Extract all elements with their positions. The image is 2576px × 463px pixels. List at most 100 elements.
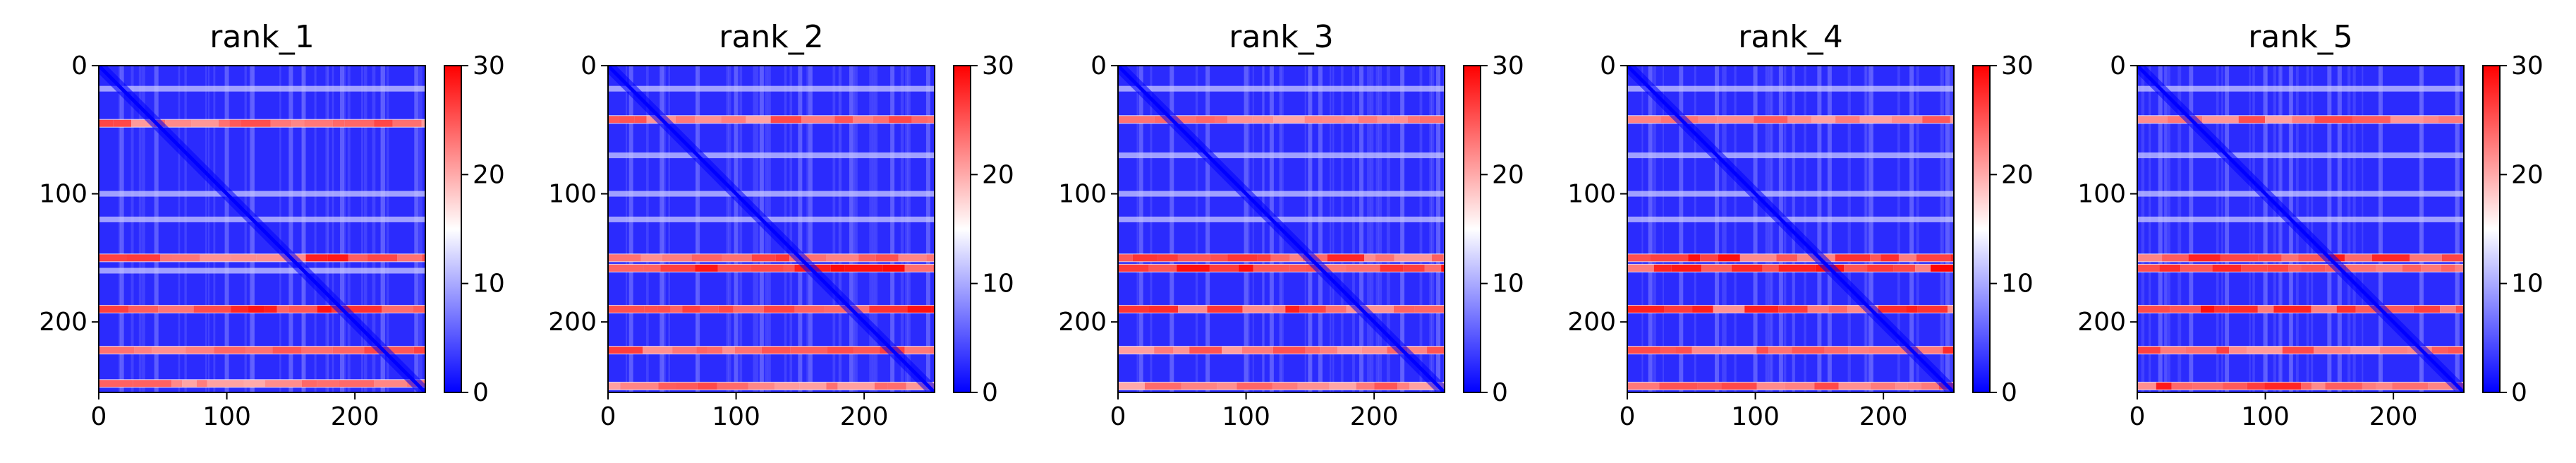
heatmap-column-streak bbox=[726, 66, 729, 392]
heatmap-row-band bbox=[1118, 191, 1445, 197]
heatmap-red-segment bbox=[904, 347, 930, 354]
heatmap-red-segment bbox=[1868, 347, 1907, 354]
heatmap-red-segment bbox=[657, 305, 671, 313]
heatmap-column-streak bbox=[739, 66, 743, 392]
heatmap-column-streak bbox=[1332, 66, 1335, 392]
heatmap-red-segment bbox=[1675, 347, 1692, 354]
colorbar-tick-label: 0 bbox=[473, 378, 489, 407]
heatmap-red-segment bbox=[1848, 347, 1869, 354]
heatmap-red-segment bbox=[1419, 116, 1445, 124]
heatmap-column-streak bbox=[1370, 66, 1374, 392]
colorbar-tick-label: 20 bbox=[473, 160, 505, 189]
heatmap-red-segment bbox=[1950, 116, 1954, 124]
heatmap-red-segment bbox=[1835, 116, 1860, 124]
heatmap-red-segment bbox=[853, 347, 880, 354]
heatmap-column-streak bbox=[1725, 66, 1727, 392]
heatmap-red-segment bbox=[1394, 254, 1433, 262]
heatmap-red-segment bbox=[1329, 382, 1356, 390]
heatmap-red-segment bbox=[2441, 254, 2464, 262]
heatmap-column-band bbox=[2225, 66, 2230, 392]
heatmap-column-streak bbox=[2419, 66, 2423, 392]
heatmap-red-segment bbox=[1691, 347, 1722, 354]
heatmap-red-segment bbox=[1364, 254, 1375, 262]
plot-frame bbox=[98, 65, 426, 393]
heatmap-column-streak bbox=[418, 66, 423, 392]
heatmap-red-segment bbox=[2192, 382, 2223, 390]
heatmap-red-segment bbox=[1217, 382, 1237, 390]
heatmap-column-band bbox=[1435, 66, 1440, 392]
heatmap-column-streak bbox=[205, 66, 207, 392]
heatmap-red-segment bbox=[1375, 254, 1395, 262]
heatmap-red-segment bbox=[1870, 254, 1881, 262]
heatmap-red-segment bbox=[1814, 382, 1839, 390]
heatmap-red-segment bbox=[2441, 264, 2455, 272]
heatmap-row-band bbox=[2137, 152, 2464, 159]
heatmap-column-streak bbox=[1438, 66, 1441, 392]
heatmap-red-segment bbox=[643, 347, 673, 354]
heatmap-red-segment bbox=[1237, 382, 1272, 390]
heatmap-column-streak bbox=[327, 66, 329, 392]
heatmap-column-band bbox=[2378, 66, 2383, 392]
heatmap-column-streak bbox=[2249, 66, 2251, 392]
heatmap-red-segment bbox=[794, 305, 825, 313]
heatmap-red-segment bbox=[1393, 116, 1408, 124]
heatmap-column-band bbox=[2263, 66, 2268, 392]
heatmap-red-segment bbox=[1895, 382, 1908, 390]
heatmap-image bbox=[608, 66, 935, 392]
heatmap-column-streak bbox=[279, 66, 281, 392]
heatmap-column-streak bbox=[1641, 66, 1644, 392]
heatmap-red-segment bbox=[1177, 264, 1210, 272]
heatmap-red-segment bbox=[2220, 254, 2259, 262]
heatmap-red-segment bbox=[1403, 264, 1425, 272]
heatmap-column-streak bbox=[1351, 66, 1355, 392]
heatmap-red-segment bbox=[644, 305, 658, 313]
heatmap-red-segment bbox=[2392, 382, 2429, 390]
heatmap-red-segment bbox=[241, 119, 271, 127]
heatmap-red-segment bbox=[1118, 264, 1149, 272]
heatmap-red-segment bbox=[717, 264, 751, 272]
heatmap-diagonal bbox=[2137, 66, 2464, 392]
heatmap-red-segment bbox=[1824, 347, 1849, 354]
y-tick-label: 0 bbox=[71, 52, 87, 80]
heatmap-red-segment bbox=[1918, 347, 1943, 354]
heatmap-column-streak bbox=[360, 66, 363, 392]
colorbar-tick-label: 20 bbox=[982, 160, 1014, 189]
heatmap-red-segment bbox=[171, 380, 183, 387]
heatmap-row-band bbox=[1627, 216, 1954, 222]
heatmap-red-segment bbox=[1867, 264, 1894, 272]
heatmap-column-streak bbox=[1304, 66, 1306, 392]
heatmap-column-band bbox=[224, 66, 229, 392]
heatmap-column-streak bbox=[1715, 66, 1718, 392]
heatmap-red-segment bbox=[1154, 347, 1174, 354]
heatmap-red-segment bbox=[218, 119, 230, 127]
heatmap-column-band bbox=[1138, 66, 1143, 392]
heatmap-column-band bbox=[288, 66, 293, 392]
heatmap-red-segment bbox=[722, 347, 735, 354]
heatmap-red-segment bbox=[1844, 264, 1868, 272]
heatmap-column-band bbox=[1244, 66, 1248, 392]
heatmap-red-segment bbox=[99, 254, 127, 262]
heatmap-red-segment bbox=[608, 382, 621, 390]
heatmap-red-segment bbox=[2311, 382, 2326, 390]
heatmap-column-band bbox=[2455, 66, 2460, 392]
colorbar-tick-label: 30 bbox=[473, 52, 505, 80]
heatmap-red-segment bbox=[343, 305, 382, 313]
heatmap-red-segment bbox=[191, 119, 219, 127]
heatmap-red-segment bbox=[2160, 347, 2186, 354]
heatmap-column-streak bbox=[1329, 66, 1332, 392]
heatmap-red-segment bbox=[2281, 254, 2299, 262]
heatmap-red-segment bbox=[869, 305, 908, 313]
heatmap-red-segment bbox=[2390, 116, 2424, 124]
heatmap-red-segment bbox=[1361, 347, 1387, 354]
heatmap-red-segment bbox=[1393, 305, 1415, 313]
heatmap-red-segment bbox=[707, 347, 723, 354]
heatmap-red-segment bbox=[196, 380, 207, 387]
heatmap-red-segment bbox=[1320, 347, 1338, 354]
heatmap-red-segment bbox=[1132, 254, 1158, 262]
heatmap-red-segment bbox=[422, 254, 425, 262]
colorbar-tick-label: 0 bbox=[2001, 378, 2017, 407]
heatmap-column-streak bbox=[1375, 66, 1379, 392]
heatmap-red-segment bbox=[751, 254, 776, 262]
heatmap-red-segment bbox=[2137, 305, 2170, 313]
